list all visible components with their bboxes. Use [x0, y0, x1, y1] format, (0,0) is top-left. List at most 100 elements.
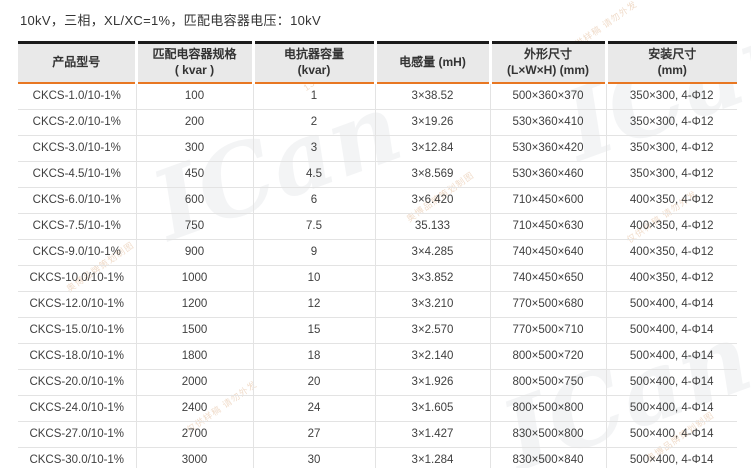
table-cell: 1200	[135, 290, 253, 318]
table-cell: 1	[252, 82, 375, 110]
table-cell: 1800	[135, 342, 253, 370]
table-cell: 3×3.852	[374, 264, 490, 292]
table-cell: 2700	[135, 420, 253, 448]
table-cell: 3×1.926	[374, 368, 490, 396]
table-row: CKCS-18.0/10-1% 1800 18 3×2.140 800×500×720 5…	[18, 342, 737, 370]
table-cell: 740×450×640	[489, 238, 606, 266]
table-cell: CKCS-1.0/10-1%	[32, 90, 121, 103]
table-cell: 7.5	[252, 212, 375, 240]
table-cell: 350×300, 4-Φ12	[605, 134, 737, 162]
table-cell: 1500	[135, 316, 253, 344]
table-cell: 24	[252, 394, 375, 422]
table-cell: 500×400, 4-Φ14	[605, 342, 737, 370]
table-row: CKCS-20.0/10-1% 2000 20 3×1.926 800×500×750 5…	[18, 368, 737, 396]
table-cell: CKCS-20.0/10-1%	[18, 368, 136, 396]
table-cell: 27	[252, 420, 375, 448]
table-cell: 400×350, 4-Φ12	[605, 186, 737, 214]
table-cell: 4.5	[252, 160, 375, 188]
table-cell: 35.133	[374, 212, 490, 240]
table-cell: 500×400, 4-Φ14	[605, 290, 737, 318]
table-cell: 600	[135, 186, 253, 214]
table-cell: 1000	[135, 264, 253, 292]
table-row: CKCS-27.0/10-1% 2700 27 3×1.427 830×500×800 5…	[18, 420, 737, 448]
table-cell: 400×350, 4-Φ12	[605, 212, 737, 240]
table-cell: 710×450×600	[489, 186, 606, 214]
table-row: CKCS-2.0/10-1% 200 2 3×19.26 530×360×410 350×…	[18, 108, 737, 136]
table-row: CKCS-24.0/10-1% 2400 24 3×1.605 800×500×800 5…	[18, 394, 737, 422]
table-row: CKCS-7.5/10-1% 750 7.5 35.133 710×450×630 400…	[18, 212, 737, 240]
table-cell: CKCS-4.5/10-1%	[18, 160, 136, 188]
table-cell: 2	[252, 108, 375, 136]
table-cell: 3000	[135, 446, 253, 468]
table-cell: CKCS-27.0/10-1%	[18, 420, 136, 448]
table-cell: 3×38.52	[374, 82, 490, 110]
table-cell: CKCS-15.0/10-1%	[18, 316, 136, 344]
table-row: CKCS-10.0/10-1% 1000 10 3×3.852 740×450×650 4…	[18, 264, 737, 292]
table-row: CKCS-1.0/10-1% 100 1 3×38.52 500×360×370 350×…	[18, 82, 737, 110]
table-row: CKCS-3.0/10-1% 300 3 3×12.84 530×360×420 350×…	[18, 134, 737, 162]
table-cell: 3×2.570	[374, 316, 490, 344]
table-cell: 530×360×410	[489, 108, 606, 136]
table-row: CKCS-6.0/10-1% 600 6 3×6.420 710×450×600 400×…	[18, 186, 737, 214]
table-cell: 830×500×840	[489, 446, 606, 468]
column-header: 产品型号	[18, 42, 136, 84]
table-cell: 800×500×750	[489, 368, 606, 396]
table-cell: 20	[252, 368, 375, 396]
table-row: CKCS-12.0/10-1% 1200 12 3×3.210 770×500×680 5…	[18, 290, 737, 318]
page-title: 10kV，三相，XL/XC=1%，匹配电容器电压：10kV	[20, 13, 321, 28]
table-cell: 500×360×370	[489, 82, 606, 110]
table-cell: CKCS-2.0/10-1%	[18, 108, 136, 136]
table-cell: 710×450×630	[489, 212, 606, 240]
column-header: 匹配电容器规格( kvar )	[134, 42, 253, 84]
table-cell: 3×3.210	[374, 290, 490, 318]
table-cell: CKCS-12.0/10-1%	[18, 290, 136, 318]
table-row: CKCS-9.0/10-1% 900 9 3×4.285 740×450×640 400×…	[18, 238, 737, 266]
table-cell: CKCS-18.0/10-1%	[18, 342, 136, 370]
table-cell: CKCS-30.0/10-1%	[18, 446, 136, 468]
table-cell: 30	[252, 446, 375, 468]
table-cell: 500×400, 4-Φ14	[605, 316, 737, 344]
table-body: CKCS-1.0/10-1% 100 1 3×38.52 500×360×370 350×…	[18, 82, 737, 468]
table-cell: 770×500×710	[489, 316, 606, 344]
table-cell: 3×1.605	[374, 394, 490, 422]
table-cell: 200	[135, 108, 253, 136]
table-cell: CKCS-10.0/10-1%	[18, 264, 136, 292]
table-cell: 6	[252, 186, 375, 214]
table-cell: 740×450×650	[489, 264, 606, 292]
table-cell: 2400	[135, 394, 253, 422]
table-cell: 530×360×460	[489, 160, 606, 188]
table-cell: 3×6.420	[374, 186, 490, 214]
table-cell: CKCS-24.0/10-1%	[18, 394, 136, 422]
table-row: CKCS-15.0/10-1% 1500 15 3×2.570 770×500×710 5…	[18, 316, 737, 344]
table-cell: 750	[135, 212, 253, 240]
table-cell: CKCS-9.0/10-1%	[18, 238, 136, 266]
table-cell: 300	[135, 134, 253, 162]
table-header-row: 产品型号 匹配电容器规格( kvar ) 电抗器容量 (kvar) 电感量 (mH) 外形…	[18, 42, 737, 84]
table-cell: 770×500×680	[489, 290, 606, 318]
table-cell: CKCS-7.5/10-1%	[18, 212, 136, 240]
table-cell: CKCS-6.0/10-1%	[18, 186, 136, 214]
table-cell: 800×500×720	[489, 342, 606, 370]
table-row: CKCS-30.0/10-1% 3000 30 3×1.284 830×500×840 5…	[18, 446, 737, 468]
table-cell: 3×1.427	[374, 420, 490, 448]
table-cell: 3	[252, 134, 375, 162]
table-cell: 15	[252, 316, 375, 344]
table-cell: 3×2.140	[374, 342, 490, 370]
table-cell: 400×350, 4-Φ12	[605, 264, 737, 292]
table-cell: CKCS-3.0/10-1%	[18, 134, 136, 162]
table-cell: 500×400, 4-Φ14	[605, 394, 737, 422]
table-cell: 830×500×800	[489, 420, 606, 448]
table-cell: 3×1.284	[374, 446, 490, 468]
table-cell: 900	[135, 238, 253, 266]
table-cell: 800×500×800	[489, 394, 606, 422]
column-header: 电抗器容量 (kvar)	[251, 42, 375, 84]
table-cell: 500×400, 4-Φ14	[605, 368, 737, 396]
column-header: 外形尺寸 (L×W×H) (mm)	[488, 42, 606, 84]
table-cell: 530×360×420	[489, 134, 606, 162]
table-cell: 400×350, 4-Φ12	[605, 238, 737, 266]
table-cell: 100	[135, 82, 253, 110]
table-cell: 9	[252, 238, 375, 266]
spec-table: 产品型号 匹配电容器规格( kvar ) 电抗器容量 (kvar) 电感量 (mH) 外形…	[18, 41, 737, 468]
table-cell: 3×19.26	[374, 108, 490, 136]
